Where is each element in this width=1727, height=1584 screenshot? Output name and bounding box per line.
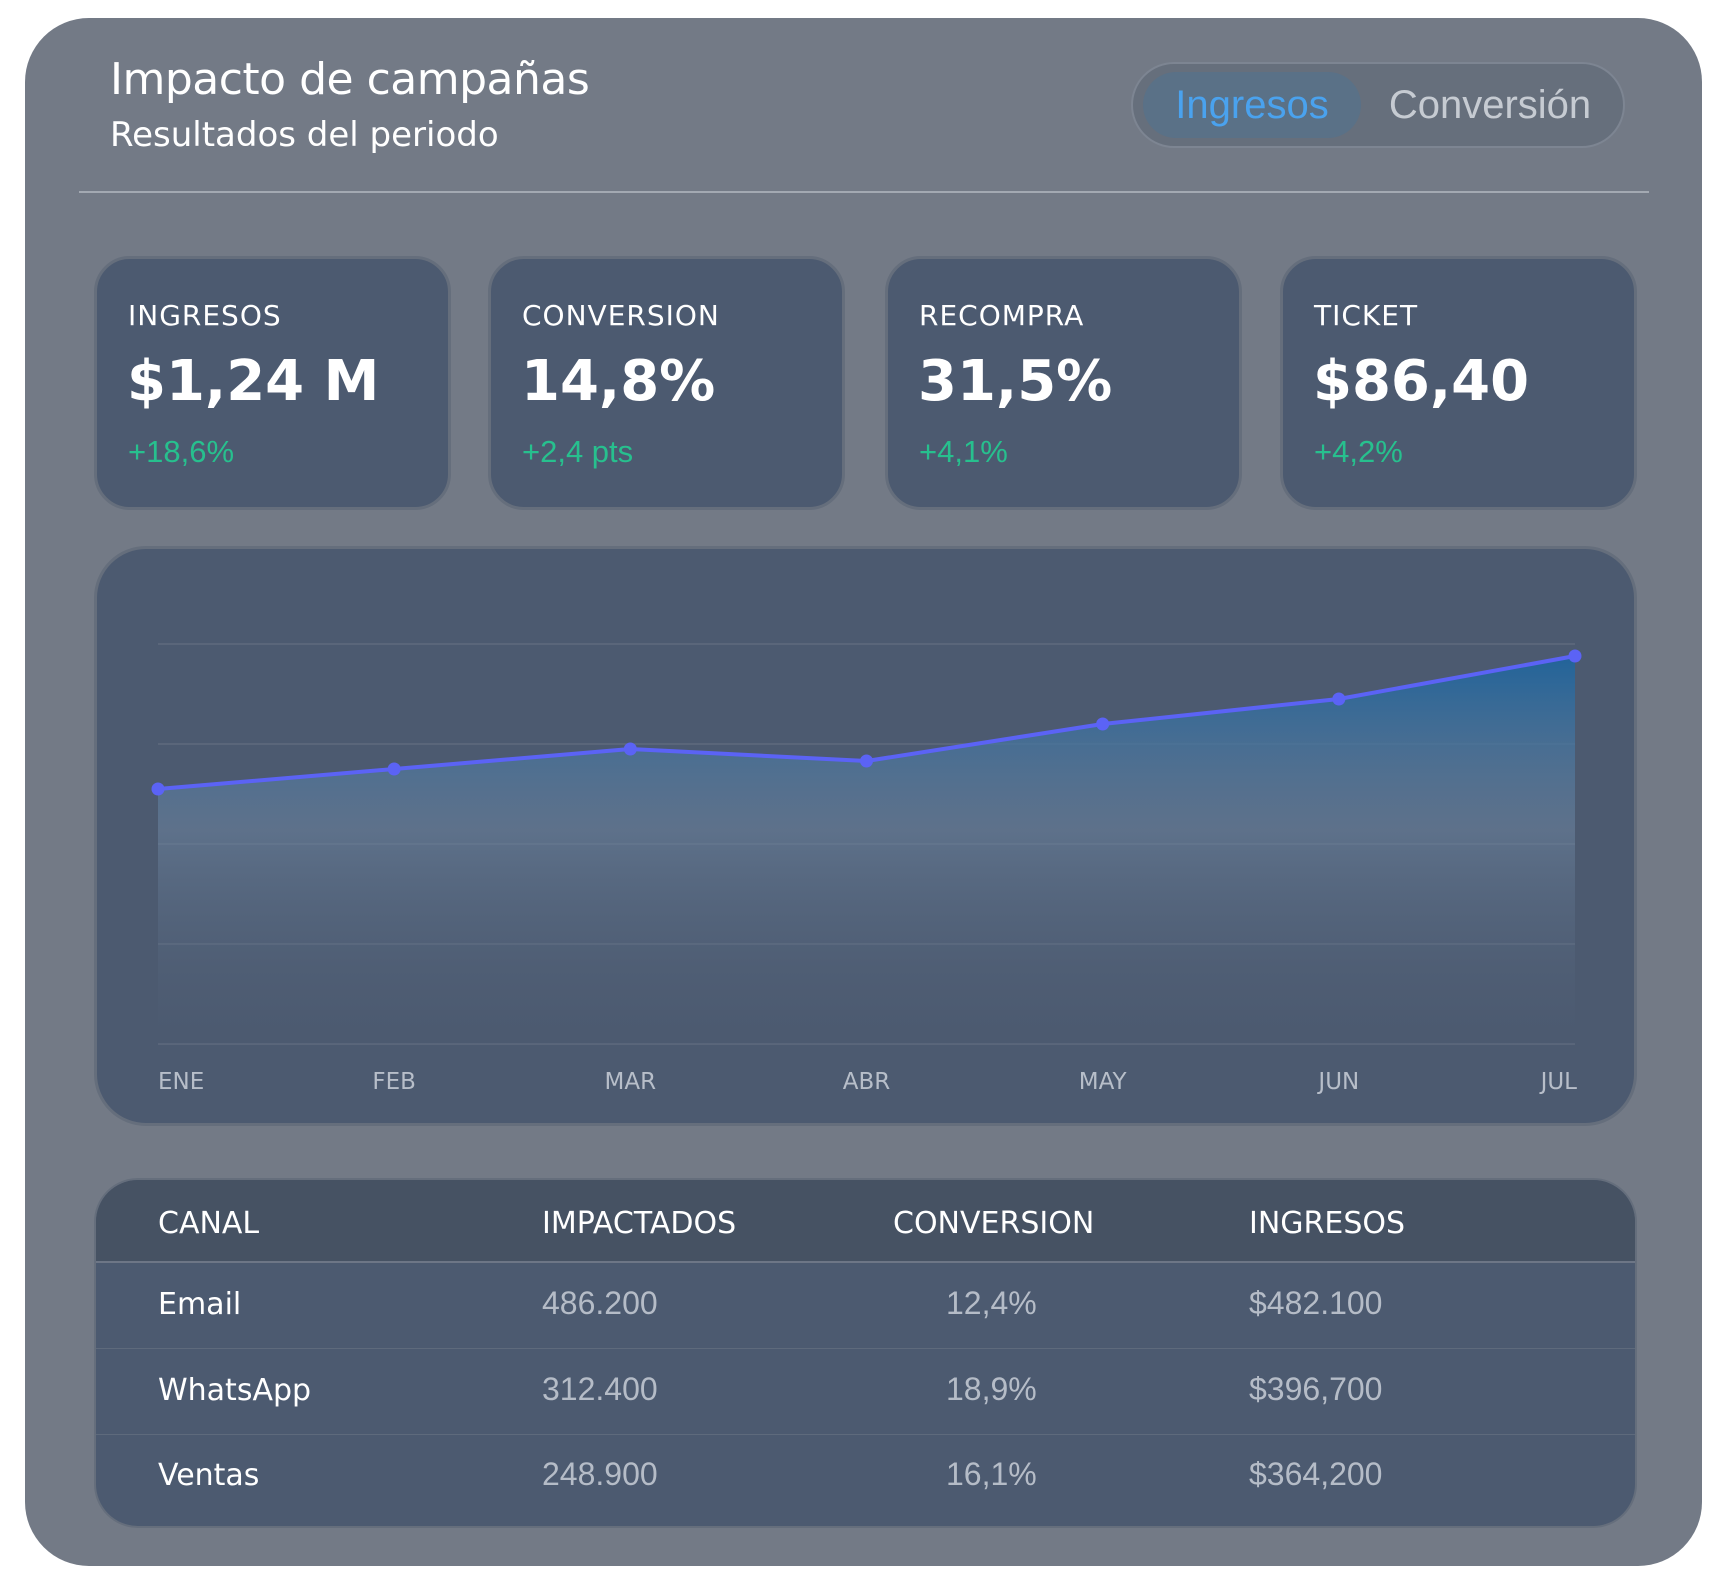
x-tick-label: MAY <box>1079 1069 1128 1095</box>
data-point[interactable] <box>1332 692 1346 706</box>
x-tick-label: ABR <box>843 1069 891 1095</box>
cell-impactados: 486.200 <box>542 1285 658 1321</box>
kpi-label: RECOMPRA <box>919 299 1085 332</box>
revenue-chart-card: ENE FEB MAR ABR MAY JUN JUL <box>94 546 1637 1126</box>
cell-conversion: 16,1% <box>946 1456 1037 1492</box>
kpi-delta: +18,6% <box>128 434 235 469</box>
kpi-value: $1,24 M <box>127 349 380 414</box>
data-point[interactable] <box>623 742 637 756</box>
kpi-value: $86,40 <box>1313 349 1530 414</box>
cell-conversion: 18,9% <box>946 1371 1037 1407</box>
table-header: CANAL IMPACTADOS CONVERSION INGRESOS <box>96 1180 1635 1263</box>
kpi-label: CONVERSION <box>522 299 720 332</box>
kpi-card-ticket: TICKET $86,40 +4,2% <box>1280 256 1637 510</box>
x-tick-label: MAR <box>605 1069 657 1095</box>
column-header-canal: CANAL <box>158 1206 260 1241</box>
column-header-conversion: CONVERSION <box>893 1206 1095 1241</box>
kpi-delta: +4,1% <box>919 434 1008 469</box>
kpi-delta: +4,2% <box>1314 434 1403 469</box>
x-tick-label: FEB <box>372 1069 416 1095</box>
kpi-label: TICKET <box>1314 299 1419 332</box>
column-header-ingresos: INGRESOS <box>1249 1206 1406 1241</box>
cell-conversion: 12,4% <box>946 1285 1037 1321</box>
table-row: WhatsApp 312.400 18,9% $396,700 <box>96 1349 1635 1435</box>
x-tick-label: JUL <box>1539 1069 1578 1095</box>
data-point[interactable] <box>860 754 873 768</box>
cell-canal: Ventas <box>158 1458 260 1493</box>
cell-ingresos: $396,700 <box>1249 1371 1383 1407</box>
cell-canal: Email <box>158 1287 242 1322</box>
kpi-card-ingresos: INGRESOS $1,24 M +18,6% <box>94 256 451 510</box>
page-subtitle: Resultados del periodo <box>110 115 499 155</box>
data-point[interactable] <box>151 782 165 796</box>
data-point[interactable] <box>1568 649 1582 663</box>
kpi-delta: +2,4 pts <box>522 434 634 469</box>
area-fill <box>158 656 1575 1044</box>
kpi-value: 31,5% <box>918 349 1113 414</box>
metric-toggle: Ingresos Conversión <box>1131 62 1625 148</box>
x-tick-label: JUN <box>1316 1069 1359 1095</box>
header-divider <box>79 191 1649 193</box>
kpi-card-recompra: RECOMPRA 31,5% +4,1% <box>885 256 1242 510</box>
data-point[interactable] <box>1096 717 1110 731</box>
column-header-impactados: IMPACTADOS <box>542 1206 737 1241</box>
kpi-card-conversion: CONVERSION 14,8% +2,4 pts <box>488 256 845 510</box>
page-title: Impacto de campañas <box>110 54 590 105</box>
cell-impactados: 248.900 <box>542 1456 658 1492</box>
table-row: Ventas 248.900 16,1% $364,200 <box>96 1434 1635 1519</box>
kpi-label: INGRESOS <box>128 299 282 332</box>
cell-ingresos: $482.100 <box>1249 1285 1383 1321</box>
toggle-option-conversion[interactable]: Conversión <box>1388 83 1592 127</box>
data-point[interactable] <box>387 762 401 776</box>
cell-canal: WhatsApp <box>158 1373 312 1408</box>
revenue-area-chart: ENE FEB MAR ABR MAY JUN JUL <box>151 643 1582 1095</box>
dashboard-card: Impacto de campañas Resultados del perio… <box>25 18 1702 1566</box>
cell-ingresos: $364,200 <box>1249 1456 1383 1492</box>
cell-impactados: 312.400 <box>542 1371 658 1407</box>
toggle-option-ingresos[interactable]: Ingresos <box>1143 72 1361 138</box>
kpi-value: 14,8% <box>521 349 716 414</box>
channel-table: CANAL IMPACTADOS CONVERSION INGRESOS Ema… <box>94 1178 1637 1528</box>
x-tick-label: ENE <box>158 1069 204 1095</box>
table-row: Email 486.200 12,4% $482.100 <box>96 1263 1635 1349</box>
